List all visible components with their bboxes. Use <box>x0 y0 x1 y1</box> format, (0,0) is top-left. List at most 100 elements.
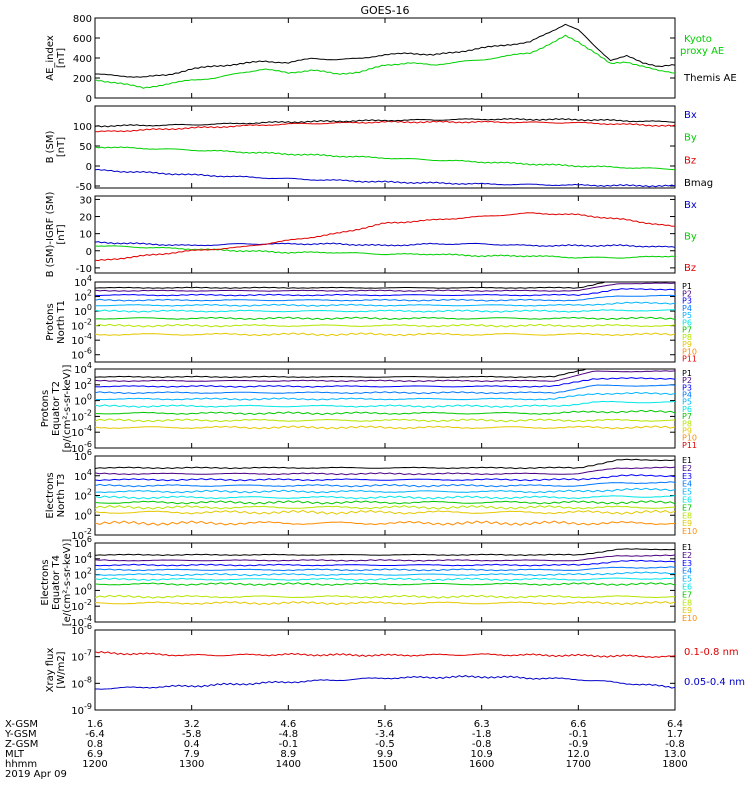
xaxis-row-label: hhmm <box>5 759 37 770</box>
y-tick-label: 10-2 <box>71 598 92 613</box>
date-label: 2019 Apr 09 <box>5 769 67 780</box>
xaxis-value: -1.8 <box>472 729 492 740</box>
y-tick-label: 400 <box>73 54 92 65</box>
legend-item: Bx <box>684 200 697 211</box>
y-axis-label: [nT] <box>56 48 67 68</box>
panel-digrf: -10 0 10 20 30 B (SM)-IGRF (SM) [nT] Bx By Bz <box>45 192 697 278</box>
y-tick-label: 50 <box>79 142 92 153</box>
y-tick-label: 100 <box>74 582 92 597</box>
legend-item: E1 <box>682 543 692 552</box>
channel-line <box>95 495 675 500</box>
y-axis-label: [e/(cm²-s-sr-keV)] <box>62 539 73 627</box>
xaxis-value: 1800 <box>662 759 687 770</box>
xaxis-value: -5.8 <box>182 729 202 740</box>
xaxis-value: -4.8 <box>279 729 299 740</box>
y-tick-label: 102 <box>74 567 92 582</box>
legend-item: E10 <box>682 614 697 623</box>
series-line <box>95 120 675 133</box>
legend-item: E6 <box>682 496 692 505</box>
channel-line <box>95 554 675 562</box>
panel-lines <box>95 23 675 89</box>
legend-item: E4 <box>682 480 692 489</box>
channel-line <box>95 458 675 470</box>
legend-item: proxy AE <box>680 46 724 57</box>
series-line <box>95 675 675 690</box>
legend-item: By <box>684 232 697 243</box>
y-axis-label: [nT] <box>56 137 67 157</box>
legend-item: P3 <box>682 297 692 306</box>
y-axis-label: [p/(cm²-s-sr-keV)] <box>62 365 73 453</box>
y-tick-label: 100 <box>74 303 92 318</box>
legend-item: 0.05-0.4 nm <box>684 677 745 688</box>
channel-line <box>95 571 675 577</box>
legend-item: P6 <box>682 318 692 327</box>
y-tick-label: 10-2 <box>71 408 92 423</box>
series-line <box>95 241 675 248</box>
y-tick-label: 100 <box>74 507 92 522</box>
xaxis-value: 1400 <box>276 759 301 770</box>
y-tick-label: 10-8 <box>71 675 92 690</box>
legend-item: Bz <box>684 263 696 274</box>
panel-lines <box>95 117 675 188</box>
xaxis-value: 7.9 <box>184 749 200 760</box>
channel-line <box>95 466 675 476</box>
panel-lines <box>95 548 675 606</box>
y-axis-label: B (SM) <box>45 130 56 163</box>
channel-line <box>95 487 675 494</box>
y-axis-label: B (SM)-IGRF (SM) <box>45 192 56 278</box>
legend-item: P4 <box>682 304 692 313</box>
legend-item: P6 <box>682 405 692 414</box>
xaxis-value: -0.1 <box>279 739 299 750</box>
channel-line <box>95 594 675 599</box>
xaxis-value: -0.8 <box>665 739 685 750</box>
channel-line <box>95 294 675 302</box>
legend-item: P9 <box>682 340 692 349</box>
y-axis-label: Protons <box>45 303 56 340</box>
legend-item: E3 <box>682 472 692 481</box>
legend-item: Kyoto <box>684 34 712 45</box>
series-line <box>95 650 675 659</box>
panel-lines <box>95 650 675 690</box>
series-line <box>95 212 675 262</box>
xaxis-value: 1300 <box>179 759 204 770</box>
y-tick-label: -10 <box>76 264 92 275</box>
legend-item: E5 <box>682 488 692 497</box>
figure-title: GOES-16 <box>360 4 409 17</box>
legend-item: P4 <box>682 391 692 400</box>
channel-line <box>95 418 675 423</box>
channel-line <box>95 500 675 505</box>
y-tick-label: 104 <box>74 468 92 483</box>
xaxis-value: -6.4 <box>85 729 105 740</box>
y-tick-label: 0 <box>86 247 92 258</box>
panel-lines <box>95 458 675 526</box>
y-tick-label: 102 <box>74 488 92 503</box>
xaxis-value: 6.9 <box>87 749 103 760</box>
xaxis-row-label: X-GSM <box>5 719 38 730</box>
y-tick-label: 10-2 <box>71 318 92 333</box>
legend-item: P7 <box>682 412 692 421</box>
y-tick-label: -50 <box>76 182 92 193</box>
y-tick-label: 104 <box>74 551 92 566</box>
y-tick-label: 102 <box>74 377 92 392</box>
legend-item: P10 <box>682 347 697 356</box>
y-tick-label: 10-7 <box>71 649 92 664</box>
xaxis-value: 6.3 <box>474 719 490 730</box>
legend-item: E4 <box>682 567 692 576</box>
channel-line <box>95 301 675 307</box>
xaxis-value: 9.9 <box>377 749 393 760</box>
legend-item: Themis AE <box>683 73 737 84</box>
xaxis-value: -0.9 <box>569 739 589 750</box>
channel-line <box>95 582 675 586</box>
y-tick-label: 20 <box>79 213 92 224</box>
y-axis-label: [W/m2] <box>56 651 67 688</box>
legend-item: Bx <box>684 110 697 121</box>
channel-line <box>95 282 607 289</box>
series-line <box>95 34 675 89</box>
panel-frame <box>94 105 676 189</box>
